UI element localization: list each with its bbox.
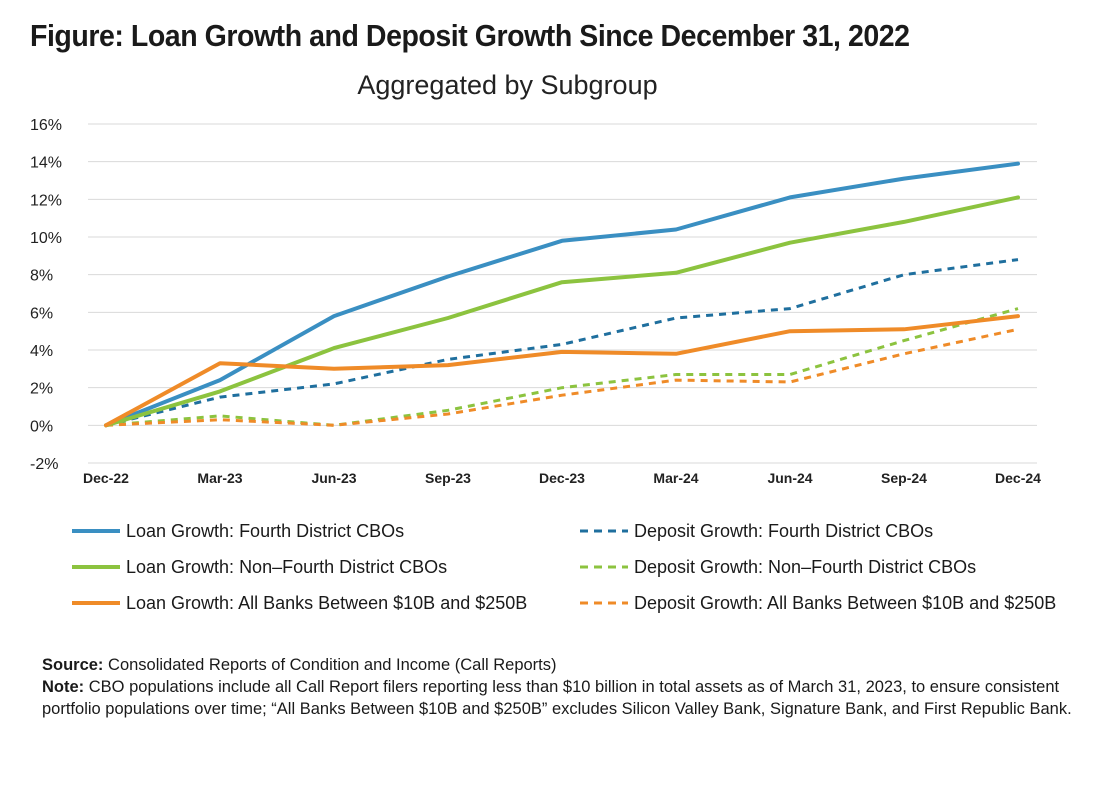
x-tick-label: Dec-22	[83, 470, 129, 486]
y-axis-ticks: 16% 14% 12% 10% 8% 6% 4% 2% 0% -2%	[30, 117, 62, 473]
source-text: Consolidated Reports of Condition and In…	[103, 656, 557, 674]
chart-title: Figure: Loan Growth and Deposit Growth S…	[30, 18, 910, 53]
legend-label: Loan Growth: Fourth District CBOs	[126, 520, 405, 541]
notes-block: Source: Consolidated Reports of Conditio…	[42, 654, 1082, 720]
x-tick-label: Sep-23	[425, 470, 471, 486]
legend-item: Deposit Growth: Fourth District CBOs	[580, 520, 1080, 542]
x-tick-label: Mar-23	[197, 470, 242, 486]
x-tick-label: Jun-24	[767, 470, 812, 486]
note: Note: CBO populations include all Call R…	[42, 676, 1082, 720]
y-tick-label: -2%	[30, 456, 58, 473]
line-chart: 16% 14% 12% 10% 8% 6% 4% 2% 0% -2% Dec-22 Mar-23 Ju…	[30, 117, 1041, 486]
legend-swatch	[72, 529, 120, 533]
legend-label: Deposit Growth: Non–Fourth District CBOs	[634, 556, 977, 577]
x-tick-label: Sep-24	[881, 470, 927, 486]
legend-item: Loan Growth: All Banks Between $10B and …	[72, 592, 580, 614]
y-tick-label: 4%	[30, 343, 53, 360]
y-tick-label: 6%	[30, 305, 53, 322]
legend-label: Deposit Growth: Fourth District CBOs	[634, 520, 934, 541]
legend-swatch	[72, 601, 120, 605]
y-tick-label: 16%	[30, 117, 62, 134]
deposit-series-line	[105, 327, 1019, 427]
loan-series-line	[104, 195, 1020, 428]
series-lines	[104, 161, 1020, 428]
legend-label: Loan Growth: All Banks Between $10B and …	[126, 592, 528, 613]
x-tick-label: Dec-24	[995, 470, 1041, 486]
x-axis-ticks: Dec-22 Mar-23 Jun-23 Sep-23 Dec-23 Mar-24 Jun-…	[83, 470, 1041, 486]
source-note: Source: Consolidated Reports of Conditio…	[42, 654, 1082, 676]
loan-series-line	[104, 314, 1020, 428]
loan-series-line	[104, 161, 1020, 428]
legend-label: Deposit Growth: All Banks Between $10B a…	[634, 592, 1057, 613]
gridlines	[88, 123, 1037, 464]
y-tick-label: 10%	[30, 230, 62, 247]
y-tick-label: 8%	[30, 268, 53, 285]
legend-swatch	[580, 565, 628, 569]
legend-item: Deposit Growth: Non–Fourth District CBOs	[580, 556, 1080, 578]
note-text: CBO populations include all Call Report …	[42, 678, 1072, 718]
deposit-series-line	[105, 307, 1019, 427]
legend-label: Loan Growth: Non–Fourth District CBOs	[126, 556, 448, 577]
note-label: Note:	[42, 678, 85, 696]
legend: Loan Growth: Fourth District CBOs Deposit…	[72, 520, 1092, 614]
legend-item: Deposit Growth: All Banks Between $10B a…	[580, 592, 1080, 614]
y-tick-label: 2%	[30, 381, 53, 398]
legend-item: Loan Growth: Non–Fourth District CBOs	[72, 556, 580, 578]
deposit-series-line	[105, 258, 1019, 427]
x-tick-label: Jun-23	[311, 470, 356, 486]
x-tick-label: Mar-24	[653, 470, 698, 486]
legend-item: Loan Growth: Fourth District CBOs	[72, 520, 580, 542]
legend-swatch	[580, 601, 628, 605]
legend-swatch	[580, 529, 628, 533]
chart-subtitle: Aggregated by Subgroup	[357, 70, 658, 100]
source-label: Source:	[42, 656, 104, 674]
legend-swatch	[72, 565, 120, 569]
y-tick-label: 0%	[30, 418, 53, 435]
y-tick-label: 14%	[30, 155, 62, 172]
x-tick-label: Dec-23	[539, 470, 585, 486]
y-tick-label: 12%	[30, 192, 62, 209]
